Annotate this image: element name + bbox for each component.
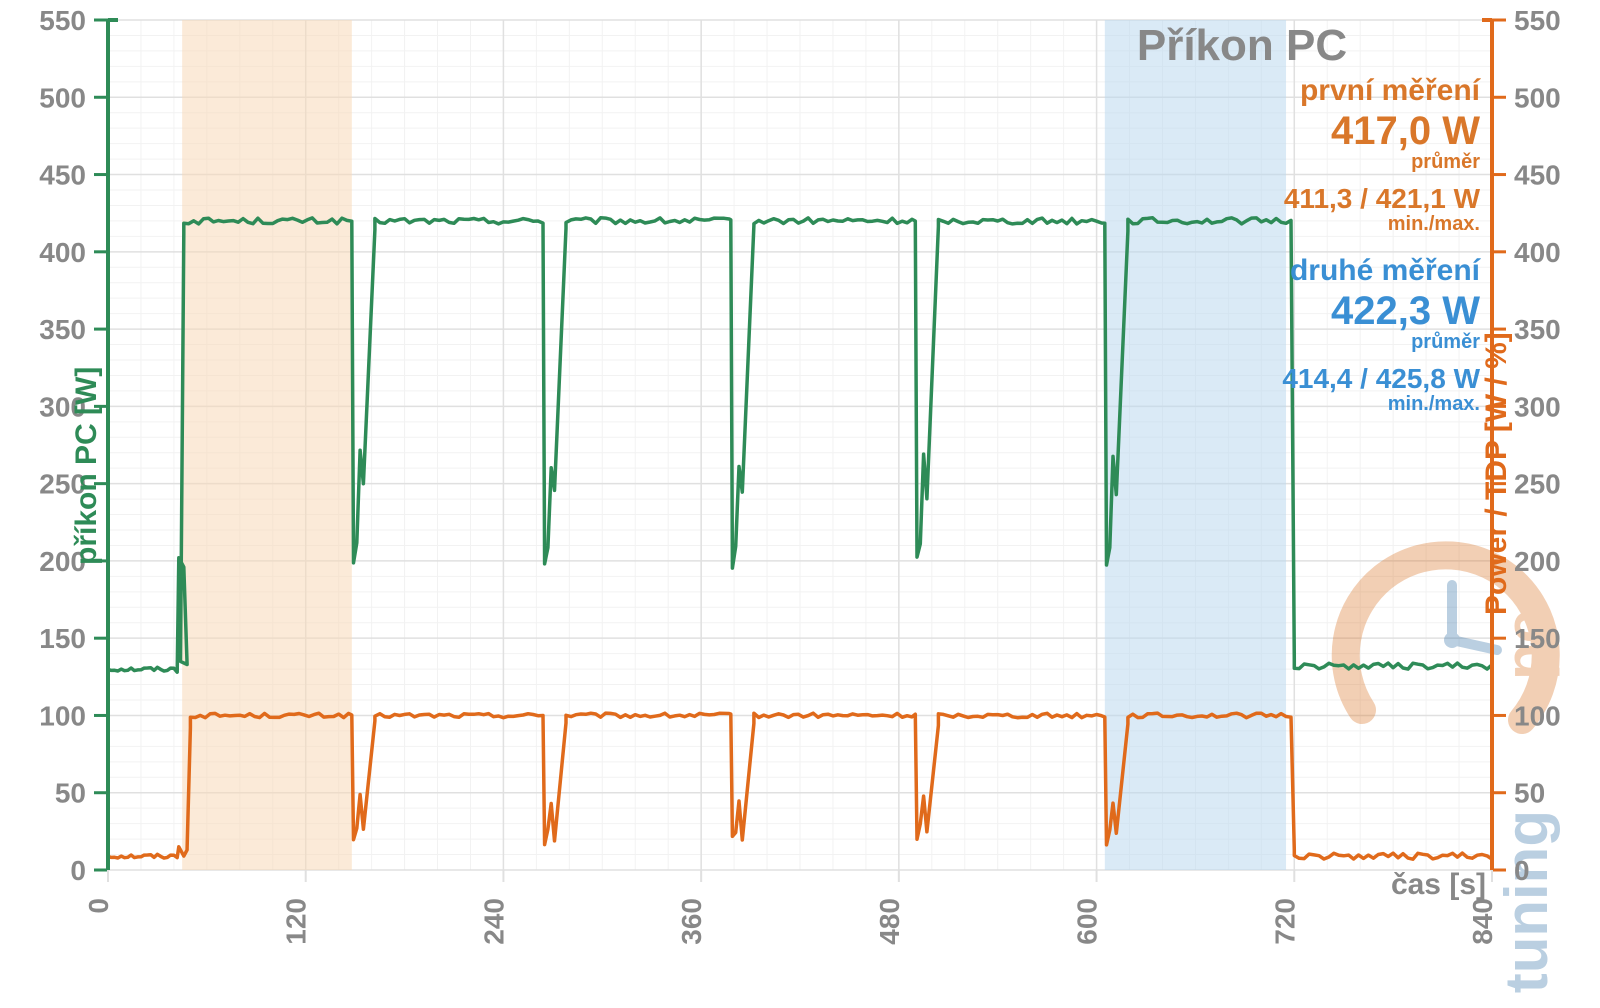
y-left-tick: 500	[39, 82, 86, 113]
x-axis-label: čas [s]	[1391, 868, 1486, 901]
x-tick: 600	[1072, 898, 1103, 945]
y-left-label: příkon PC [W]	[70, 367, 103, 565]
chart-svg: tuningpc05010015020025030035040045050055…	[0, 0, 1600, 1008]
y-left-tick: 400	[39, 237, 86, 268]
y-right-tick: 200	[1514, 546, 1561, 577]
measurement-heading: první měření	[1300, 74, 1482, 107]
y-left-tick: 100	[39, 700, 86, 731]
x-tick: 0	[83, 898, 114, 914]
y-right-tick: 350	[1514, 314, 1561, 345]
y-right-tick: 100	[1514, 700, 1561, 731]
y-right-tick: 300	[1514, 391, 1561, 422]
y-left-tick: 150	[39, 623, 86, 654]
y-right-tick: 500	[1514, 82, 1561, 113]
y-right-tick: 400	[1514, 237, 1561, 268]
measurement-value: 422,3 W	[1331, 289, 1480, 333]
y-left-tick: 350	[39, 314, 86, 345]
measurement-heading: druhé měření	[1290, 254, 1482, 287]
x-tick: 240	[478, 898, 509, 945]
x-tick: 360	[676, 898, 707, 945]
measurement-minmax-label: min./max.	[1388, 393, 1480, 415]
y-left-tick: 0	[70, 855, 86, 886]
measurement-minmax: 411,3 / 421,1 W	[1284, 183, 1481, 214]
measurement-value: 417,0 W	[1331, 109, 1480, 153]
y-right-tick: 550	[1514, 5, 1561, 36]
y-left-tick: 550	[39, 5, 86, 36]
x-tick: 840	[1467, 898, 1498, 945]
y-right-tick: 0	[1514, 855, 1530, 886]
svg-text:tuning: tuning	[1493, 810, 1560, 993]
x-tick: 480	[874, 898, 905, 945]
y-left-tick: 450	[39, 160, 86, 191]
y-left-tick: 50	[55, 778, 86, 809]
y-right-tick: 50	[1514, 778, 1545, 809]
y-right-label: Power / TDP [W / %]	[1480, 332, 1513, 615]
measurement-minmax: 414,4 / 425,8 W	[1282, 363, 1480, 394]
x-tick: 120	[281, 898, 312, 945]
y-right-tick: 150	[1514, 623, 1561, 654]
x-tick: 720	[1269, 898, 1300, 945]
measurement-avg-label: průměr	[1411, 331, 1480, 353]
y-right-tick: 250	[1514, 469, 1561, 500]
measurement-avg-label: průměr	[1411, 151, 1480, 173]
chart-title: Příkon PC	[1137, 21, 1347, 70]
y-right-tick: 450	[1514, 160, 1561, 191]
power-chart: tuningpc05010015020025030035040045050055…	[0, 0, 1600, 1008]
measurement-minmax-label: min./max.	[1388, 213, 1480, 235]
